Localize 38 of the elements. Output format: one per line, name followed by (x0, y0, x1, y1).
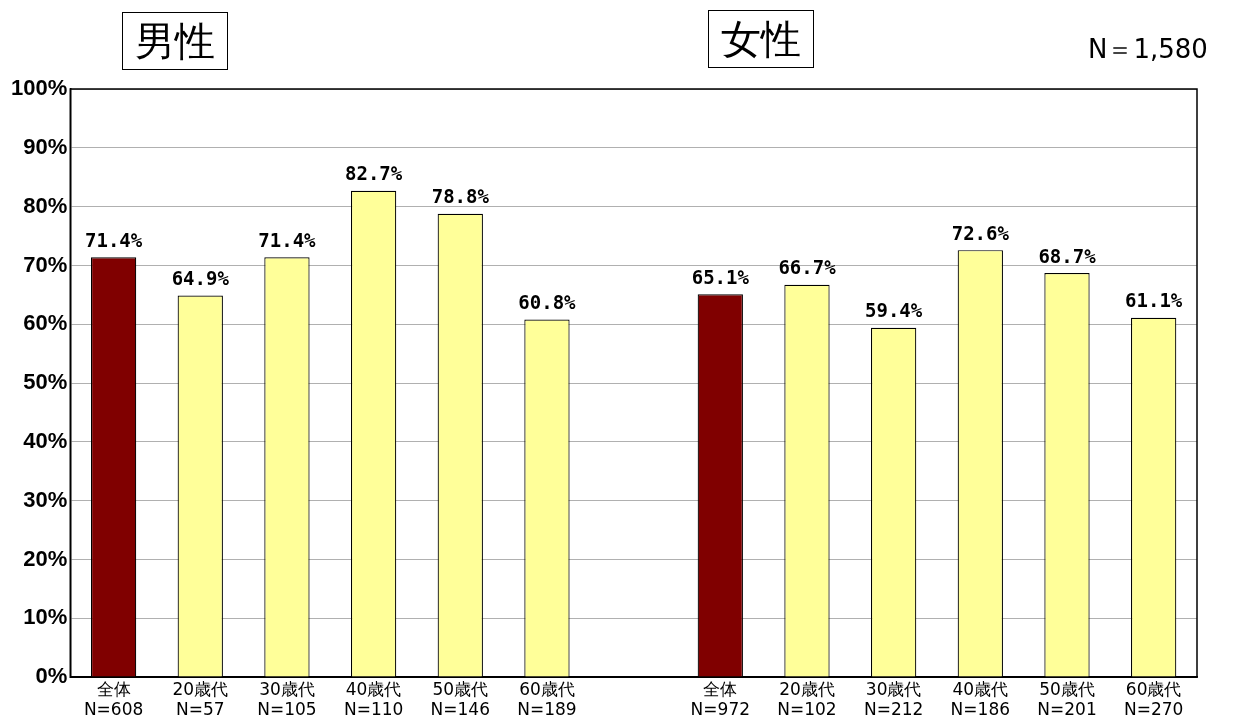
x-tick-label: 60歳代 N=270 (1123, 678, 1184, 720)
x-tick-label: 全体 N=608 (83, 678, 144, 720)
data-label: 61.1% (1125, 289, 1183, 312)
x-tick-label: 40歳代 N=110 (343, 678, 404, 720)
x-tick-label: 50歳代 N=201 (1037, 678, 1097, 720)
y-tick-label: 70% (23, 251, 68, 277)
x-tick-label: 40歳代 N=186 (950, 678, 1011, 720)
text: 男性 (122, 12, 228, 70)
data-label: 59.4% (865, 299, 923, 322)
y-tick-label: 0% (35, 663, 68, 689)
y-tick-label: 90% (23, 133, 68, 159)
x-tick-label: 20歳代 N=57 (172, 678, 229, 720)
data-label: 71.4% (258, 228, 317, 251)
x-tick-label: 60歳代 N=189 (517, 678, 577, 720)
data-label: 82.7% (345, 162, 403, 185)
data-label: 68.7% (1038, 244, 1097, 267)
data-label: 72.6% (951, 221, 1010, 244)
y-tick-label: 60% (23, 310, 68, 336)
y-tick-label: 10% (23, 604, 68, 630)
data-label: 78.8% (431, 185, 490, 208)
y-tick-label: 100% (10, 75, 68, 101)
y-tick-label: 50% (23, 369, 68, 395)
x-tick-label: 30歳代 N=212 (863, 678, 924, 720)
text: N＝1,580 (1088, 33, 1208, 66)
x-tick-label: 全体 N=972 (690, 678, 751, 720)
y-tick-label: 20% (23, 545, 68, 571)
y-tick-label: 80% (23, 192, 68, 218)
y-tick-label: 30% (23, 486, 68, 512)
y-tick-label: 40% (23, 427, 68, 453)
text: 女性 (708, 10, 814, 68)
x-tick-label: 20歳代 N=102 (777, 678, 837, 720)
x-tick-label: 30歳代 N=105 (257, 678, 317, 720)
data-label: 64.9% (171, 266, 230, 289)
data-label: 71.4% (85, 228, 143, 251)
x-tick-label: 50歳代 N=146 (430, 678, 490, 720)
data-label: 60.8% (518, 291, 577, 314)
data-label: 65.1% (691, 265, 750, 288)
data-label: 66.7% (778, 256, 837, 279)
